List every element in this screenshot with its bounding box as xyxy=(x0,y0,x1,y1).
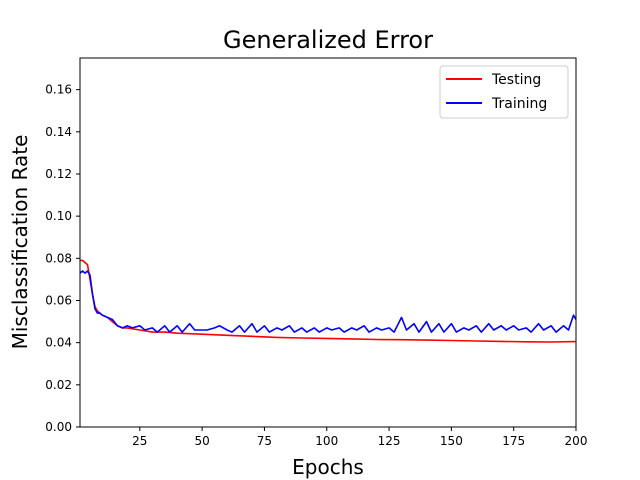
x-tick-label: 150 xyxy=(440,434,463,448)
x-tick-label: 200 xyxy=(565,434,588,448)
y-tick-label: 0.10 xyxy=(45,209,72,223)
x-tick-label: 175 xyxy=(502,434,525,448)
x-axis-ticks: 25 50 75 100 125 150 175 200 xyxy=(132,427,587,448)
y-tick-label: 0.00 xyxy=(45,420,72,434)
x-axis-label: Epochs xyxy=(292,455,364,479)
x-tick-label: 25 xyxy=(132,434,147,448)
y-tick-label: 0.04 xyxy=(45,336,72,350)
y-tick-label: 0.06 xyxy=(45,293,72,307)
y-tick-label: 0.16 xyxy=(45,83,72,97)
x-tick-label: 50 xyxy=(194,434,209,448)
plot-frame xyxy=(79,57,577,428)
y-tick-label: 0.14 xyxy=(45,125,72,139)
legend-label-training: Training xyxy=(491,96,547,112)
series-line-training xyxy=(79,270,577,333)
legend-label-testing: Testing xyxy=(491,72,541,88)
y-tick-label: 0.08 xyxy=(45,251,72,265)
legend: Testing Training xyxy=(439,65,569,119)
plot-lines xyxy=(79,259,577,343)
x-tick-label: 75 xyxy=(257,434,272,448)
y-axis-label: Misclassification Rate xyxy=(8,135,32,350)
y-tick-label: 0.12 xyxy=(45,167,72,181)
x-tick-label: 100 xyxy=(315,434,338,448)
y-tick-label: 0.02 xyxy=(45,378,72,392)
chart-title: Generalized Error xyxy=(223,26,433,54)
y-axis-ticks: 0.00 0.02 0.04 0.06 0.08 0.10 0.12 0.14 0.16 xyxy=(45,83,80,434)
x-tick-label: 125 xyxy=(378,434,401,448)
